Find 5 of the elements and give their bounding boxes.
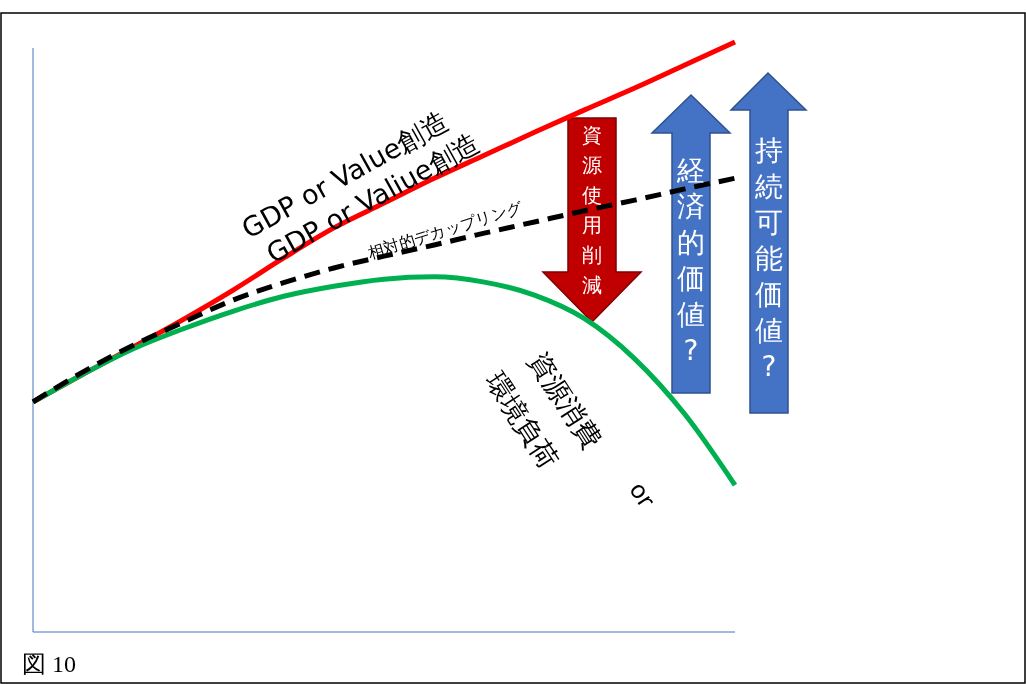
annotation: 資源使用削減 <box>582 123 602 297</box>
caption: 図 10 <box>22 651 76 677</box>
annotation: or <box>623 477 661 514</box>
text: 持続可能価値? <box>754 133 783 383</box>
annotation: 経済的価値? <box>676 153 705 367</box>
